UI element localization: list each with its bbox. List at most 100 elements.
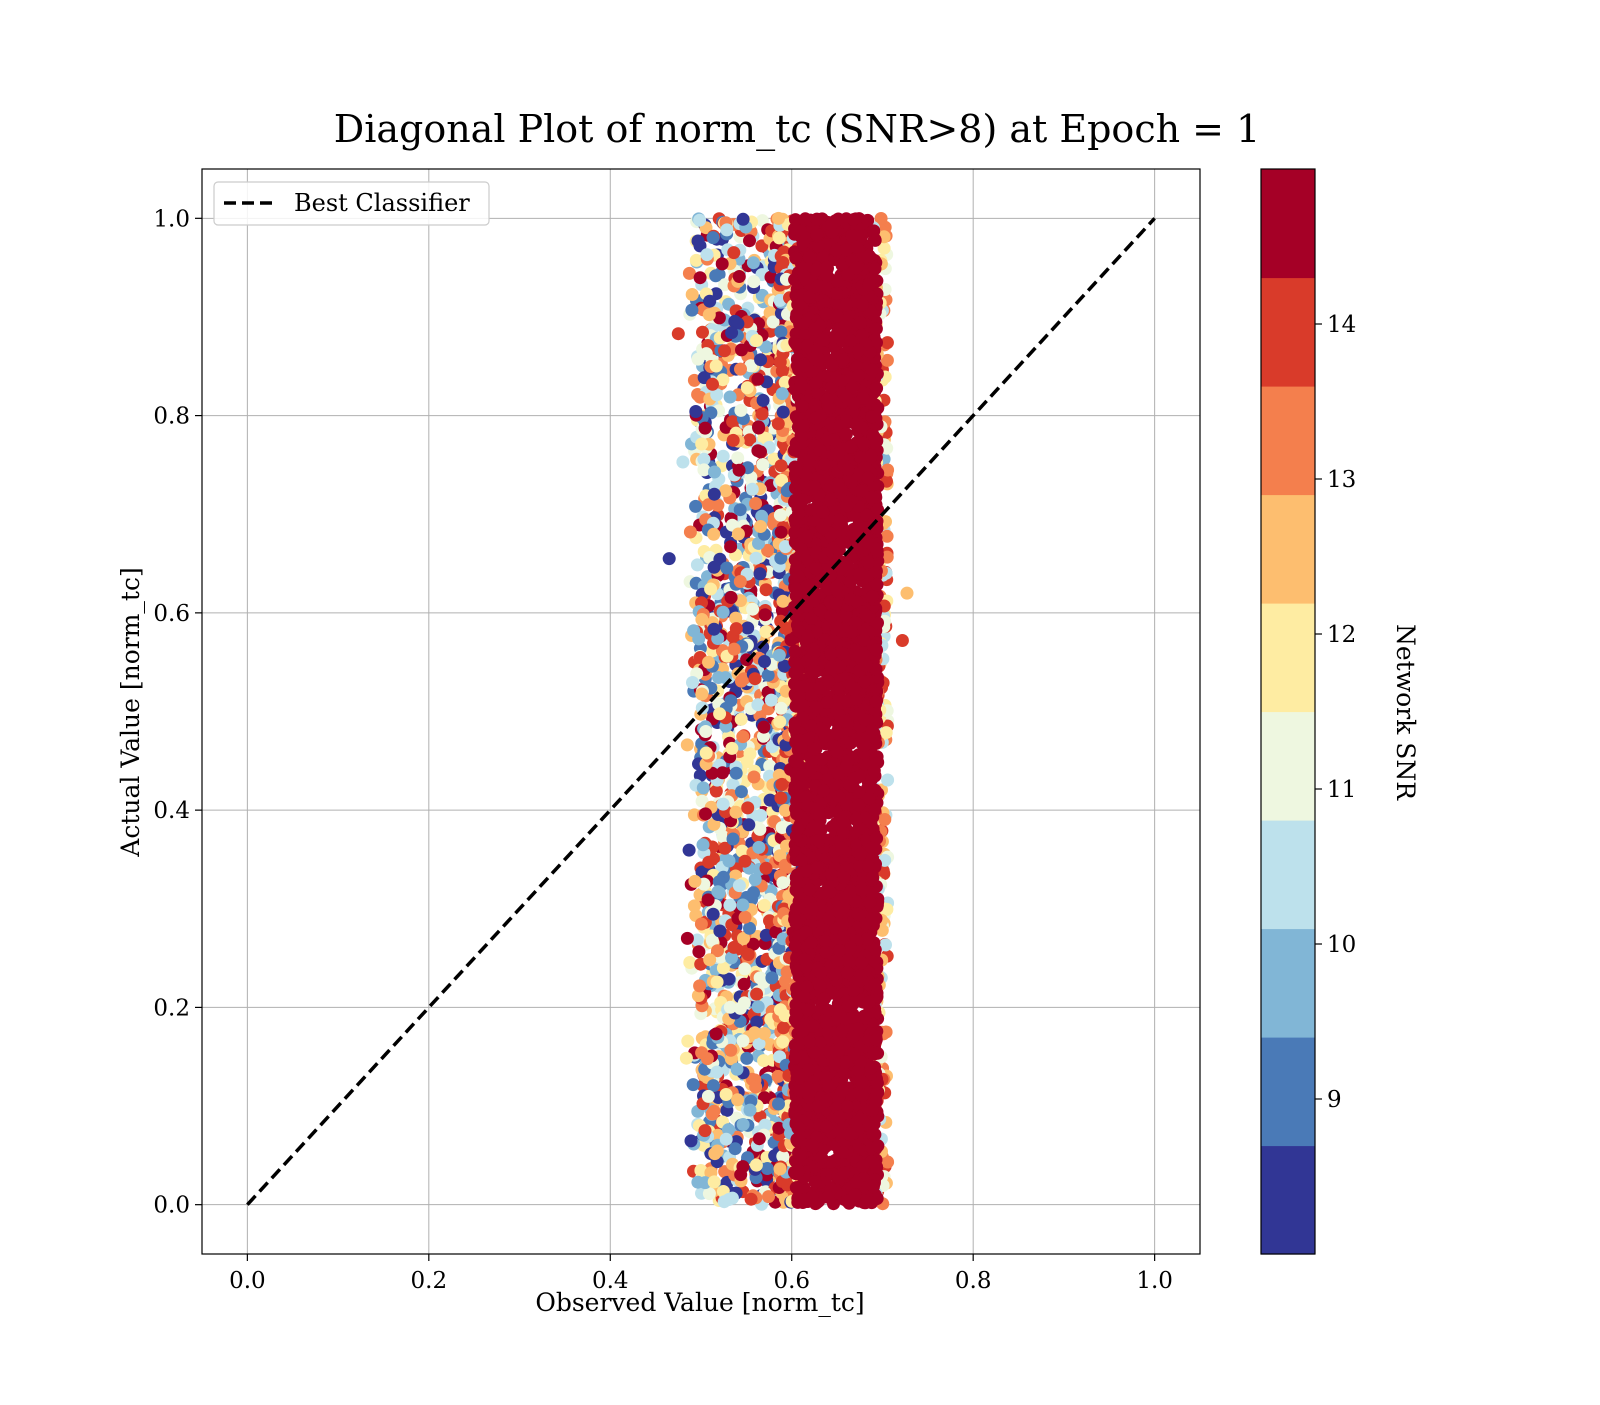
scatter-point	[695, 688, 708, 701]
scatter-point	[699, 422, 712, 435]
scatter-point	[776, 387, 789, 400]
scatter-point	[720, 1133, 733, 1146]
scatter-point	[750, 988, 763, 1001]
scatter-point	[699, 807, 712, 820]
scatter-point	[725, 326, 738, 339]
scatter-point	[700, 347, 713, 360]
scatter-point	[754, 445, 767, 458]
scatter-point	[711, 976, 724, 989]
scatter-point	[699, 1124, 712, 1137]
scatter-point	[702, 1090, 715, 1103]
scatter-point	[717, 798, 730, 811]
scatter-point	[695, 438, 708, 451]
scatter-point	[688, 875, 701, 888]
scatter-point	[707, 908, 720, 921]
scatter-point	[765, 971, 778, 984]
scatter-point	[723, 899, 736, 912]
scatter-point	[708, 1105, 721, 1118]
scatter-point	[757, 1054, 770, 1067]
scatter-point	[717, 450, 730, 463]
scatter-point	[710, 1066, 723, 1079]
scatter-point	[731, 452, 744, 465]
scatter-point	[724, 1044, 737, 1057]
scatter-point	[727, 434, 740, 447]
scatter-point	[734, 575, 747, 588]
scatter-point	[720, 1088, 733, 1101]
scatter-point	[734, 1002, 747, 1015]
scatter-point	[730, 767, 743, 780]
scatter-point	[694, 271, 707, 284]
scatter-point	[713, 925, 726, 938]
scatter-point	[701, 248, 714, 261]
scatter-point	[775, 459, 788, 472]
scatter-point	[681, 1035, 694, 1048]
scatter-point	[710, 360, 723, 373]
scatter-point	[710, 785, 723, 798]
scatter-point	[685, 1134, 698, 1147]
scatter-point	[775, 778, 788, 791]
scatter-point	[717, 606, 730, 619]
scatter-point	[749, 497, 762, 510]
scatter-point	[774, 1003, 787, 1016]
scatter-point	[731, 1063, 744, 1076]
scatter-point	[777, 1021, 790, 1034]
scatter-point	[683, 844, 696, 857]
scatter-point	[777, 406, 790, 419]
scatter-point	[689, 405, 702, 418]
scatter-point	[689, 500, 702, 513]
scatter-point	[754, 353, 767, 366]
scatter-point	[760, 862, 773, 875]
scatter-point	[702, 656, 715, 669]
scatter-point	[720, 562, 733, 575]
scatter-point	[776, 256, 789, 269]
scatter-point	[700, 747, 713, 760]
scatter-point	[681, 738, 694, 751]
scatter-point	[750, 1159, 763, 1172]
scatter-point	[757, 721, 770, 734]
scatter-point	[775, 526, 788, 539]
scatter-point	[742, 948, 755, 961]
scatter-point	[731, 1093, 744, 1106]
scatter-point	[724, 391, 737, 404]
scatter-point	[756, 458, 769, 471]
scatter-point	[699, 725, 712, 738]
scatter-point	[719, 484, 732, 497]
scatter-point	[717, 962, 730, 975]
scatter-point	[707, 231, 720, 244]
scatter-point	[704, 583, 717, 596]
scatter-point	[703, 953, 716, 966]
scatter-point	[686, 288, 699, 301]
scatter-point	[727, 246, 740, 259]
scatter-point	[696, 326, 709, 339]
scatter-point	[749, 672, 762, 685]
scatter-point	[703, 308, 716, 321]
chart-title: Diagonal Plot of norm_tc (SNR>8) at Epoc…	[334, 107, 1261, 152]
scatter-point	[713, 707, 726, 720]
scatter-point	[774, 792, 787, 805]
scatter-point	[764, 794, 777, 807]
scatter-point	[739, 855, 752, 868]
scatter-point	[725, 742, 738, 755]
scatter-point	[733, 464, 746, 477]
scatter-point	[686, 676, 699, 689]
scatter-point	[737, 1118, 750, 1131]
scatter-point	[718, 344, 731, 357]
scatter-point	[723, 855, 736, 868]
scatter-point	[773, 649, 786, 662]
scatter-point	[712, 671, 725, 684]
scatter-point	[703, 295, 716, 308]
scatter-point	[695, 1046, 708, 1059]
scatter-point	[692, 632, 705, 645]
scatter-point	[774, 356, 787, 369]
scatter-point	[758, 1027, 771, 1040]
scatter-point	[739, 911, 752, 924]
scatter-point	[757, 394, 770, 407]
scatter-point	[697, 838, 710, 851]
scatter-point	[752, 1000, 765, 1013]
scatter-point	[735, 675, 748, 688]
scatter-point	[708, 623, 721, 636]
scatter-point	[730, 622, 743, 635]
scatter-point	[736, 899, 749, 912]
scatter-point	[747, 275, 760, 288]
scatter-point	[772, 212, 785, 225]
